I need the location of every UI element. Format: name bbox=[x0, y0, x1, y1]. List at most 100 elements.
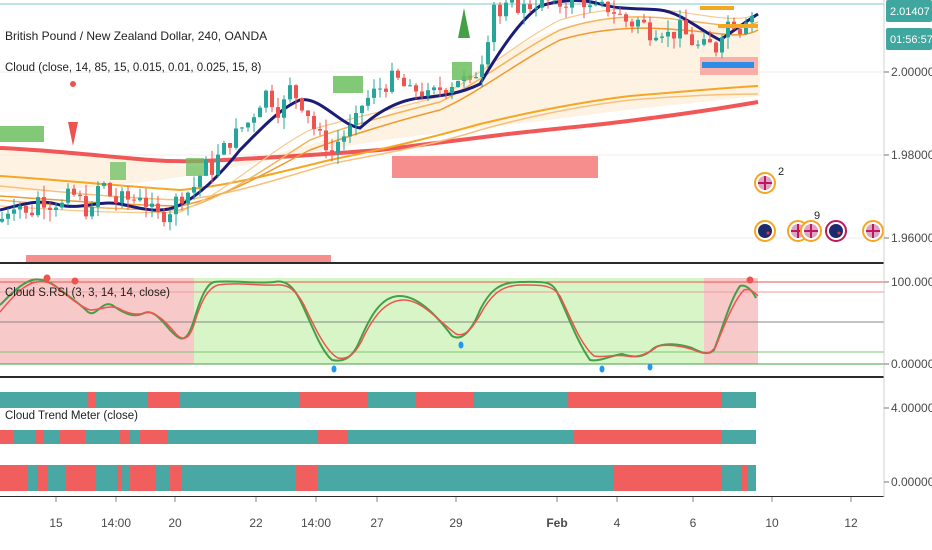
candle-bull bbox=[168, 214, 172, 223]
trend-segment-bull bbox=[96, 465, 118, 491]
bar-countdown: 01:56:57 bbox=[890, 34, 932, 46]
event-flag-uk[interactable] bbox=[800, 220, 822, 242]
candle-bull bbox=[450, 87, 454, 93]
candle-bull bbox=[492, 4, 496, 43]
cloud-fill bbox=[0, 17, 760, 193]
srsi-sell-dot bbox=[43, 274, 51, 282]
candle-bear bbox=[738, 28, 742, 34]
candle-bear bbox=[612, 12, 616, 14]
trend-segment-bull bbox=[722, 465, 742, 491]
candle-bear bbox=[108, 182, 112, 197]
time-tick-label: 20 bbox=[168, 516, 182, 530]
candle-bull bbox=[186, 192, 190, 204]
sell-signal-arrow bbox=[68, 122, 78, 146]
candle-bull bbox=[198, 175, 202, 188]
time-axis[interactable]: 15 14:00 20 22 14:00 27 29 Feb 4 6 10 12 bbox=[0, 497, 932, 550]
price-axis[interactable]: 1.96000 1.98000 2.00000 2.01407 01:56:57… bbox=[883, 0, 932, 497]
panel-separator[interactable] bbox=[0, 376, 932, 378]
candle-bear bbox=[384, 88, 388, 92]
event-flag-uk[interactable] bbox=[862, 220, 884, 242]
trend-meter-panel[interactable]: Cloud Trend Meter (close) bbox=[0, 392, 756, 491]
event-flag-nz[interactable] bbox=[754, 220, 776, 242]
candle-bull bbox=[102, 182, 106, 187]
candle-bull bbox=[54, 207, 58, 210]
price-panel[interactable]: 2 9 British Pound / New Zealand Doll bbox=[0, 0, 932, 263]
candle-bull bbox=[390, 70, 394, 92]
candle-bear bbox=[270, 90, 274, 108]
candle-bear bbox=[276, 107, 280, 118]
candle-bull bbox=[486, 42, 490, 65]
candle-bear bbox=[228, 143, 232, 148]
cloud-indicator-label[interactable]: Cloud (close, 14, 85, 15, 0.015, 0.01, 0… bbox=[5, 62, 262, 74]
candle-bear bbox=[30, 212, 34, 216]
trend-meter-label[interactable]: Cloud Trend Meter (close) bbox=[5, 410, 138, 422]
candle-bull bbox=[666, 31, 670, 37]
ema-orange-1 bbox=[0, 85, 759, 192]
panel-separator[interactable] bbox=[0, 262, 932, 264]
price-tick-label: 1.96000 bbox=[891, 231, 932, 245]
srsi-buy-dot bbox=[331, 365, 337, 373]
candle-bull bbox=[540, 0, 544, 8]
trend-segment-bull bbox=[0, 392, 88, 408]
signal-box-blue bbox=[702, 62, 754, 68]
candle-bear bbox=[690, 34, 694, 45]
candle-bear bbox=[672, 31, 676, 39]
candle-bull bbox=[264, 90, 268, 108]
srsi-label[interactable]: Cloud S.RSI (3, 3, 14, 14, close) bbox=[5, 287, 170, 299]
candle-bull bbox=[288, 85, 292, 100]
time-axis-bg bbox=[0, 497, 932, 550]
srsi-tick-label: 0.00000 bbox=[891, 357, 932, 371]
trend-segment-bear bbox=[120, 430, 130, 444]
candle-bear bbox=[48, 207, 52, 210]
trend-segment-bull bbox=[156, 465, 170, 491]
trend-segment-bear bbox=[148, 392, 180, 408]
candle-bear bbox=[162, 212, 166, 223]
candle-bull bbox=[282, 99, 286, 118]
trend-segment-bear bbox=[170, 465, 182, 491]
candle-bull bbox=[378, 88, 382, 90]
candle-bull bbox=[366, 97, 370, 106]
trend-tick-label: 0.00000 bbox=[891, 475, 932, 489]
candle-bull bbox=[720, 37, 724, 53]
trend-segment-bear bbox=[38, 465, 48, 491]
time-tick-label: 15 bbox=[49, 516, 63, 530]
buy-zone-box bbox=[0, 126, 44, 142]
trend-segment-bear bbox=[296, 465, 318, 491]
time-tick-label: 29 bbox=[449, 516, 463, 530]
time-tick-label: 4 bbox=[614, 516, 621, 530]
srsi-sell-dot bbox=[71, 277, 79, 285]
candle-bear bbox=[498, 4, 502, 17]
trend-segment-bear bbox=[60, 430, 86, 444]
trend-segment-bull bbox=[318, 465, 350, 491]
event-count-label: 9 bbox=[814, 210, 820, 222]
event-flag-uk[interactable] bbox=[754, 172, 776, 194]
candle-bull bbox=[432, 87, 436, 91]
srsi-panel[interactable]: Cloud S.RSI (3, 3, 14, 14, close) bbox=[0, 274, 884, 373]
time-tick-label: 12 bbox=[844, 516, 858, 530]
symbol-header: British Pound / New Zealand Dollar, 240,… bbox=[5, 29, 267, 43]
candle-bull bbox=[6, 213, 10, 219]
trend-segment-bull bbox=[14, 430, 36, 444]
candle-bear bbox=[72, 188, 76, 195]
candle-bear bbox=[684, 20, 688, 35]
srsi-bull-zone bbox=[194, 278, 704, 364]
candle-bull bbox=[456, 80, 460, 88]
candle-bull bbox=[252, 117, 256, 123]
candle-bear bbox=[132, 199, 136, 201]
time-tick-label: 14:00 bbox=[101, 516, 131, 530]
candle-bull bbox=[360, 105, 364, 114]
candle-bear bbox=[624, 14, 628, 22]
candle-bear bbox=[114, 196, 118, 203]
candle-bear bbox=[144, 197, 148, 207]
sell-zone-box bbox=[26, 255, 331, 262]
fast-line-navy bbox=[0, 0, 759, 212]
trend-segment-bear bbox=[568, 392, 722, 408]
candle-bull bbox=[60, 202, 64, 208]
trend-segment-bear bbox=[300, 392, 368, 408]
buy-zone-box bbox=[186, 158, 204, 176]
candle-bull bbox=[12, 209, 16, 214]
trend-segment-bull bbox=[48, 465, 66, 491]
candle-bear bbox=[294, 85, 298, 99]
event-flag-nz[interactable] bbox=[825, 220, 847, 242]
